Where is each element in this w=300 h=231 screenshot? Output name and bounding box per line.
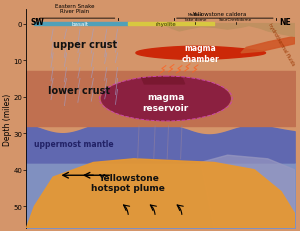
Text: Mallard
lake dome: Mallard lake dome — [185, 13, 206, 22]
Ellipse shape — [101, 77, 230, 121]
Text: upper crust: upper crust — [53, 40, 117, 50]
Text: hydrothermal fluids: hydrothermal fluids — [267, 22, 296, 67]
Text: Eastern Snake
River Plain: Eastern Snake River Plain — [55, 3, 94, 14]
Text: lower crust: lower crust — [48, 86, 110, 96]
Text: SW: SW — [30, 18, 44, 27]
Text: basalt: basalt — [71, 22, 88, 27]
Y-axis label: Depth (miles): Depth (miles) — [3, 93, 12, 145]
Polygon shape — [26, 159, 295, 228]
Text: SourCreekdome: SourCreekdome — [219, 18, 252, 22]
Text: Yellowstone caldera: Yellowstone caldera — [192, 12, 247, 16]
Text: rhyolite: rhyolite — [155, 22, 176, 27]
Text: magma
chamber: magma chamber — [182, 44, 220, 63]
Text: uppermost mantle: uppermost mantle — [34, 140, 114, 148]
Polygon shape — [136, 47, 266, 60]
Text: NE: NE — [279, 18, 291, 27]
Polygon shape — [201, 155, 295, 228]
Text: Yellowstone
hotspot plume: Yellowstone hotspot plume — [91, 173, 165, 192]
Polygon shape — [142, 78, 184, 85]
Polygon shape — [166, 24, 295, 37]
Text: magma
reservoir: magma reservoir — [143, 93, 189, 112]
Polygon shape — [241, 37, 295, 54]
